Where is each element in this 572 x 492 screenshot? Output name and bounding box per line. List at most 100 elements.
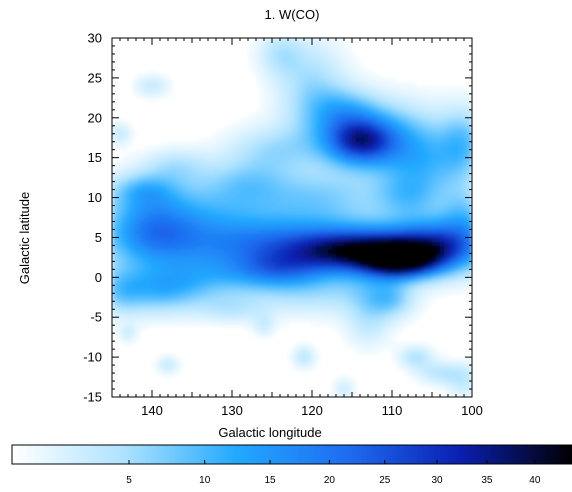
heatmap-cell <box>348 106 353 111</box>
heatmap-cell <box>420 254 425 259</box>
heatmap-cell <box>260 262 265 267</box>
heatmap-cell <box>412 298 417 303</box>
heatmap-cell <box>260 174 265 179</box>
heatmap-cell <box>340 146 345 151</box>
heatmap-cell <box>400 182 405 187</box>
heatmap-cell <box>436 270 441 275</box>
heatmap-cell <box>452 118 457 123</box>
heatmap-cell <box>452 258 457 263</box>
heatmap-cell <box>468 114 472 119</box>
heatmap-cell <box>448 166 453 171</box>
heatmap-cell <box>328 122 333 127</box>
heatmap-cell <box>260 154 265 159</box>
heatmap-cell <box>372 94 377 99</box>
heatmap-cell <box>184 274 189 279</box>
heatmap-cell <box>380 290 385 295</box>
heatmap-cell <box>268 258 273 263</box>
heatmap-cell <box>296 38 301 43</box>
heatmap-cell <box>224 270 229 275</box>
heatmap-cell <box>232 226 237 231</box>
heatmap-cell <box>320 242 325 247</box>
heatmap-cell <box>404 222 409 227</box>
heatmap-cell <box>272 306 277 311</box>
heatmap-cell <box>332 42 337 47</box>
heatmap-cell <box>216 170 221 175</box>
heatmap-cell <box>340 138 345 143</box>
heatmap-cell <box>284 38 289 43</box>
heatmap-cell <box>128 162 133 167</box>
heatmap-cell <box>376 74 381 79</box>
heatmap-cell <box>400 150 405 155</box>
heatmap-cell <box>396 182 401 187</box>
heatmap-cell <box>388 262 393 267</box>
heatmap-cell <box>344 114 349 119</box>
heatmap-cell <box>424 106 429 111</box>
heatmap-cell <box>328 174 333 179</box>
heatmap-cell <box>444 138 449 143</box>
heatmap-cell <box>120 218 125 223</box>
heatmap-cell <box>176 226 181 231</box>
heatmap-cell <box>372 286 377 291</box>
heatmap-cell <box>324 90 329 95</box>
heatmap-cell <box>264 106 269 111</box>
heatmap-cell <box>448 106 453 111</box>
heatmap-cell <box>192 150 197 155</box>
heatmap-cell <box>268 262 273 267</box>
heatmap-cell <box>124 282 129 287</box>
heatmap-cell <box>220 258 225 263</box>
heatmap-cell <box>448 210 453 215</box>
heatmap-cell <box>328 42 333 47</box>
heatmap-cell <box>152 186 157 191</box>
heatmap-cell <box>292 294 297 299</box>
heatmap-cell <box>120 278 125 283</box>
heatmap-cell <box>228 258 233 263</box>
heatmap-cell <box>276 38 281 43</box>
heatmap-cell <box>212 214 217 219</box>
heatmap-cell <box>280 154 285 159</box>
heatmap-cell <box>232 222 237 227</box>
heatmap-cell <box>388 226 393 231</box>
heatmap-cell <box>280 286 285 291</box>
heatmap-cell <box>236 274 241 279</box>
heatmap-cell <box>340 150 345 155</box>
heatmap-cell <box>156 162 161 167</box>
heatmap-cell <box>292 178 297 183</box>
heatmap-cell <box>172 174 177 179</box>
heatmap-cell <box>116 146 121 151</box>
heatmap-cell <box>164 170 169 175</box>
heatmap-cell <box>392 174 397 179</box>
heatmap-cell <box>384 186 389 191</box>
heatmap-cell <box>128 270 133 275</box>
heatmap-cell <box>296 198 301 203</box>
heatmap-cell <box>216 218 221 223</box>
heatmap-cell <box>268 214 273 219</box>
heatmap-cell <box>380 154 385 159</box>
heatmap-cell <box>432 206 437 211</box>
heatmap-cell <box>192 190 197 195</box>
heatmap-cell <box>320 154 325 159</box>
heatmap-cell <box>268 118 273 123</box>
heatmap-cell <box>388 302 393 307</box>
heatmap-cell <box>348 286 353 291</box>
heatmap-cell <box>408 90 413 95</box>
heatmap-cell <box>392 294 397 299</box>
heatmap-cell <box>244 254 249 259</box>
heatmap-cell <box>268 234 273 239</box>
heatmap-cell <box>424 206 429 211</box>
heatmap-cell <box>336 142 341 147</box>
heatmap-cell <box>328 74 333 79</box>
heatmap-cell <box>392 90 397 95</box>
heatmap-cell <box>368 178 373 183</box>
heatmap-cell <box>324 54 329 59</box>
heatmap-cell <box>308 134 313 139</box>
heatmap-cell <box>320 258 325 263</box>
heatmap-cell <box>172 166 177 171</box>
heatmap-cell <box>348 274 353 279</box>
heatmap-cell <box>408 146 413 151</box>
heatmap-cell <box>156 270 161 275</box>
heatmap-cell <box>124 122 129 127</box>
co-emission-heatmap <box>112 38 472 397</box>
heatmap-cell <box>320 226 325 231</box>
heatmap-cell <box>420 126 425 131</box>
heatmap-cell <box>152 246 157 251</box>
